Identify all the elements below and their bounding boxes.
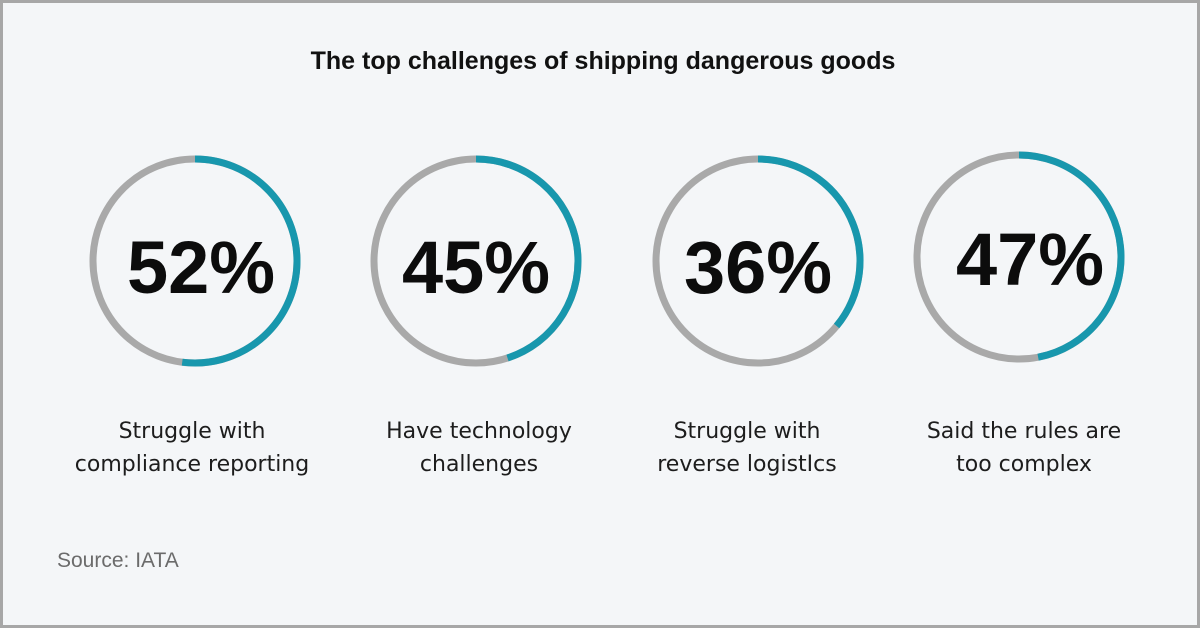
- donut-value-arc: [757, 155, 864, 329]
- donut-label: Have technology challenges: [349, 415, 609, 481]
- donut-value-arc: [475, 155, 582, 362]
- donut-charts: 52% 45% 36% 47%: [89, 151, 1125, 367]
- donut-label: Said the rules are too complex: [894, 415, 1154, 481]
- label-line: challenges: [419, 452, 539, 477]
- label-line: Struggle with: [118, 419, 266, 444]
- donut-52: 52%: [89, 155, 301, 367]
- chart-title: The top challenges of shipping dangerous…: [310, 47, 896, 75]
- donut-label: Struggle with reverse logistIcs: [617, 415, 877, 481]
- label-line: Have technology: [386, 419, 572, 444]
- donut-percentage: 52%: [127, 226, 275, 309]
- donut-percentage: 45%: [402, 226, 550, 309]
- label-line: too complex: [956, 452, 1092, 477]
- donut-value-arc: [181, 155, 301, 367]
- label-line: reverse logistIcs: [657, 452, 837, 477]
- donut-36: 36%: [652, 155, 864, 367]
- donut-45: 45%: [370, 155, 582, 367]
- source-note: Source: IATA: [57, 549, 179, 572]
- donut-percentage: 36%: [684, 226, 832, 309]
- label-line: Struggle with: [673, 419, 821, 444]
- donut-47: 47%: [913, 151, 1125, 363]
- donut-value-arc: [1018, 151, 1125, 361]
- label-line: compliance reporting: [74, 452, 310, 477]
- donut-label: Struggle with compliance reporting: [62, 415, 322, 481]
- donut-percentage: 47%: [956, 218, 1104, 301]
- label-line: Said the rules are: [926, 419, 1122, 444]
